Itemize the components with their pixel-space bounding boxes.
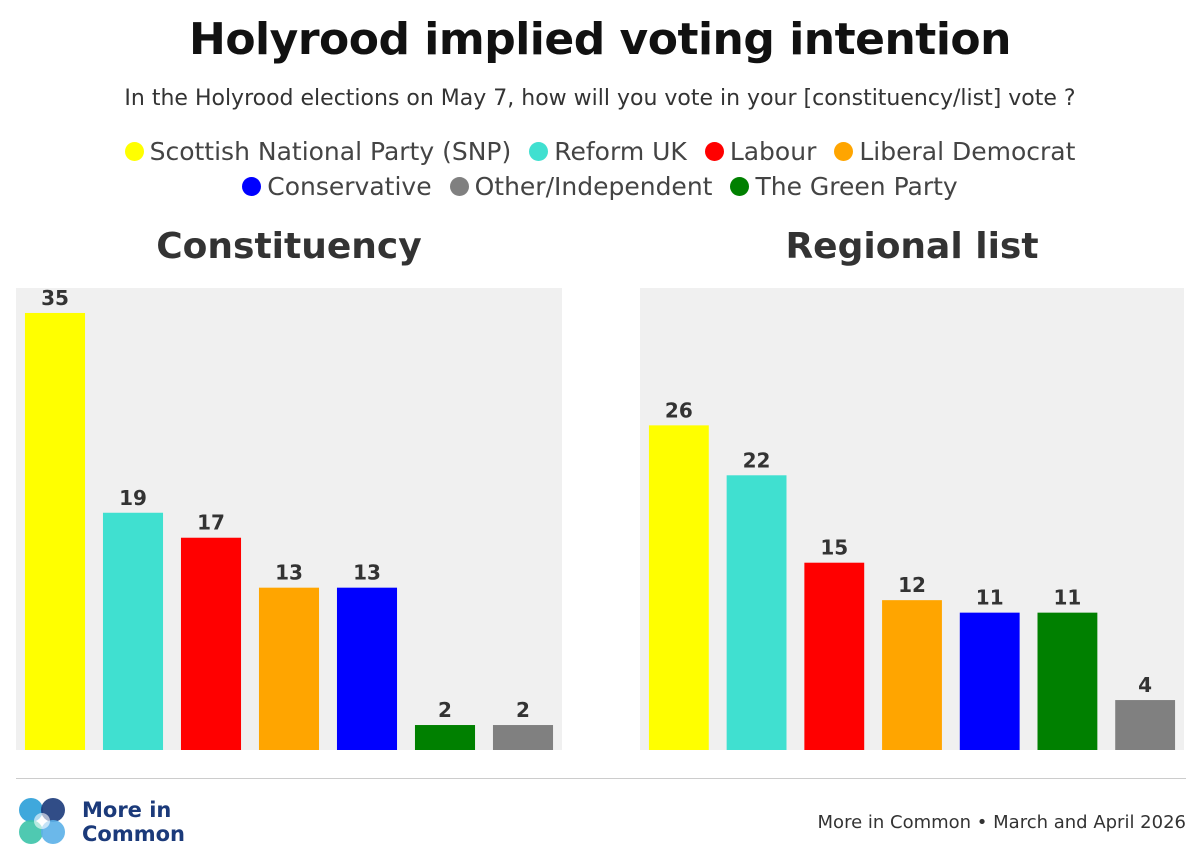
legend-item-labour: Labour (704, 134, 817, 169)
data-label: 19 (119, 486, 147, 510)
legend-dot (529, 142, 549, 161)
footer-divider (16, 778, 1186, 779)
bar (726, 475, 787, 750)
legend-row-1: Scottish National Party (SNP) Reform UK … (0, 134, 1200, 169)
legend-dot (834, 142, 854, 161)
bar (804, 562, 865, 750)
bar (882, 600, 942, 750)
legend-dot (124, 142, 144, 161)
data-label: 17 (197, 511, 225, 535)
bar (180, 537, 242, 750)
legend-label: Reform UK (554, 137, 687, 166)
logo-line-2: Common (82, 822, 185, 846)
legend-dot (242, 177, 262, 196)
bar (648, 425, 709, 750)
legend-item-other: Other/Independent (449, 169, 713, 204)
bar (258, 587, 320, 750)
bar (102, 512, 164, 750)
bar (959, 612, 1020, 750)
bar (1115, 700, 1176, 750)
chart-title: Holyrood implied voting intention (189, 14, 1011, 65)
panel-title-regional-list: Regional list (785, 226, 1039, 267)
source-note: More in Common • March and April 2026 (817, 812, 1186, 833)
legend-label: Labour (729, 137, 817, 166)
panel-title-constituency: Constituency (156, 226, 422, 267)
legend-label: Liberal Democrat (859, 137, 1076, 166)
chart-subtitle: In the Holyrood elections on May 7, how … (124, 86, 1076, 111)
bar (492, 725, 554, 750)
legend-item-snp: Scottish National Party (SNP) (124, 134, 512, 169)
data-label: 2 (438, 698, 452, 722)
data-label: 13 (275, 561, 303, 585)
bar (1037, 612, 1098, 750)
data-label: 11 (976, 586, 1004, 610)
data-label: 13 (353, 561, 381, 585)
more-in-common-logo: More in Common (16, 796, 185, 848)
data-label: 12 (898, 573, 926, 597)
legend-item-conservative: Conservative (242, 169, 432, 204)
legend-item-green: The Green Party (730, 169, 958, 204)
legend-label: The Green Party (755, 172, 958, 201)
logo-icon (19, 798, 65, 844)
data-label: 11 (1054, 586, 1082, 610)
data-label: 22 (743, 448, 771, 472)
data-label: 35 (41, 286, 69, 310)
legend-label: Scottish National Party (SNP) (149, 137, 512, 166)
data-label: 26 (665, 398, 693, 422)
bar (414, 725, 476, 750)
data-label: 4 (1138, 673, 1152, 697)
legend-dot (730, 177, 750, 196)
legend-label: Other/Independent (474, 172, 713, 201)
legend-item-libdem: Liberal Democrat (834, 134, 1075, 169)
legend: Scottish National Party (SNP) Reform UK … (0, 134, 1200, 204)
legend-item-reform: Reform UK (529, 134, 687, 169)
legend-row-2: Conservative Other/Independent The Green… (0, 169, 1200, 204)
legend-label: Conservative (267, 172, 432, 201)
legend-dot (704, 142, 724, 161)
bar (24, 312, 86, 750)
logo-wordmark: More in Common (82, 798, 185, 846)
bar (336, 587, 398, 750)
legend-dot (449, 177, 469, 196)
logo-line-1: More in (82, 798, 172, 822)
data-label: 15 (820, 536, 848, 560)
data-label: 2 (516, 698, 530, 722)
